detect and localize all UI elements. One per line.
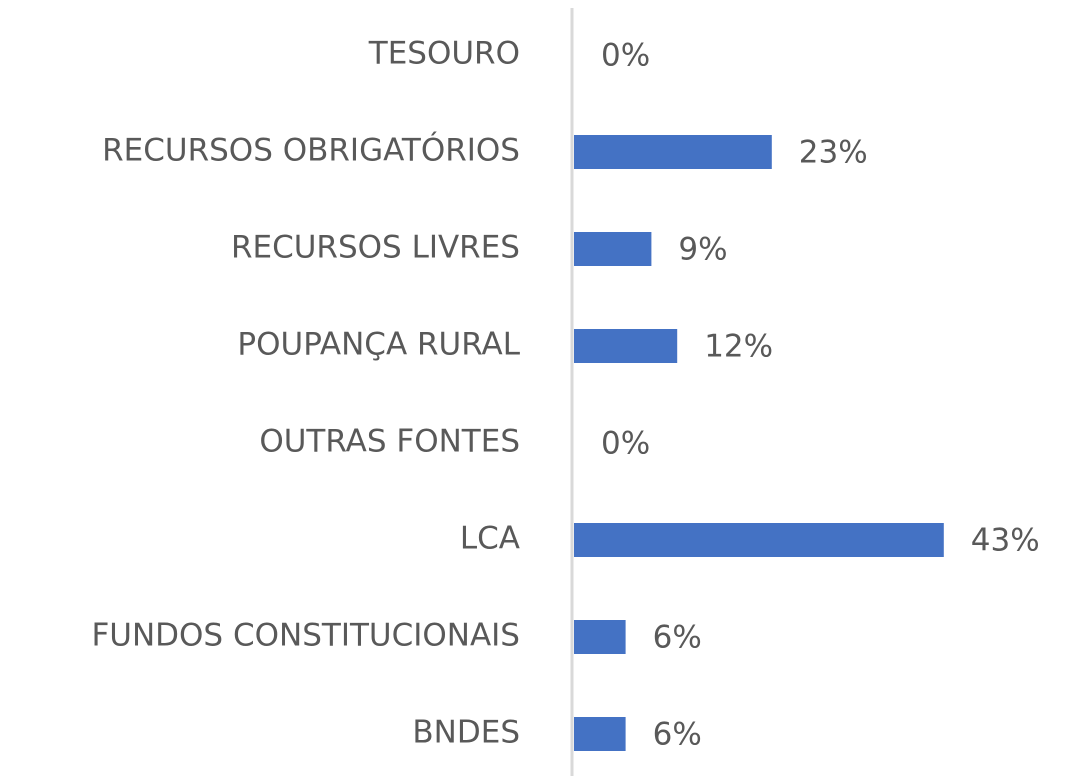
category-label: RECURSOS OBRIGATÓRIOS: [102, 132, 520, 169]
data-label: 6%: [653, 717, 702, 753]
data-label: 6%: [653, 620, 702, 656]
bar: [574, 717, 626, 751]
category-label: FUNDOS CONSTITUCIONAIS: [91, 618, 520, 654]
category-label: TESOURO: [368, 36, 520, 72]
category-label: POUPANÇA RURAL: [237, 327, 520, 363]
data-label: 9%: [678, 232, 727, 268]
category-label: BNDES: [412, 715, 520, 751]
data-label: 0%: [601, 426, 650, 462]
bar: [574, 523, 944, 557]
bar: [574, 620, 626, 654]
data-label: 12%: [704, 329, 773, 365]
bar: [574, 232, 652, 266]
category-label: LCA: [460, 521, 520, 557]
data-label: 43%: [971, 523, 1040, 559]
bar: [574, 329, 678, 363]
data-label: 0%: [601, 38, 650, 74]
category-label: RECURSOS LIVRES: [231, 230, 520, 266]
data-label: 23%: [799, 135, 868, 171]
bar: [574, 135, 772, 169]
category-label: OUTRAS FONTES: [259, 424, 520, 460]
